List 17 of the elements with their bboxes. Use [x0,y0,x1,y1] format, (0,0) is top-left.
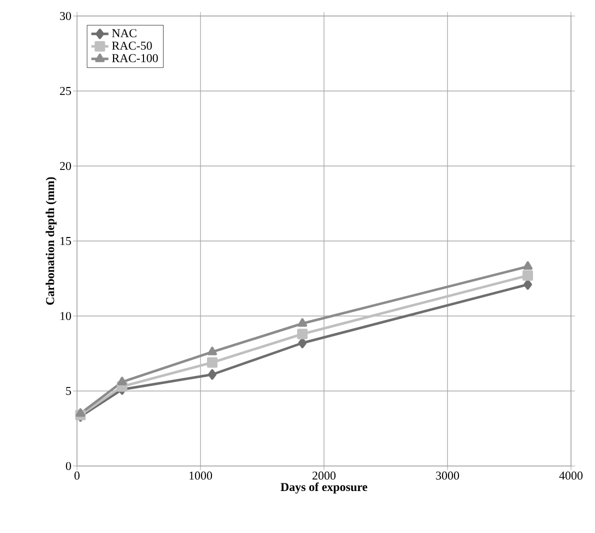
legend-label: RAC-100 [112,54,158,62]
x-tick-label: 4000 [559,472,583,480]
legend-label: RAC-50 [112,42,152,50]
x-tick-label: 0 [74,472,80,480]
x-tick-label: 3000 [436,472,460,480]
y-tick-label: 5 [66,387,72,395]
y-tick-label: 20 [60,162,72,170]
y-tick-label: 0 [66,462,72,470]
y-axis-title: Carbonation depth (mm) [46,177,57,305]
x-axis-title: Days of exposure [280,482,368,494]
x-tick-label: 2000 [312,472,336,480]
y-tick-label: 15 [60,236,72,246]
x-tick-label: 1000 [190,472,212,480]
legend-label: NAC [112,29,136,38]
y-tick-label: 10 [60,312,72,320]
y-tick-label: 25 [60,86,72,96]
y-tick-label: 30 [60,12,72,20]
